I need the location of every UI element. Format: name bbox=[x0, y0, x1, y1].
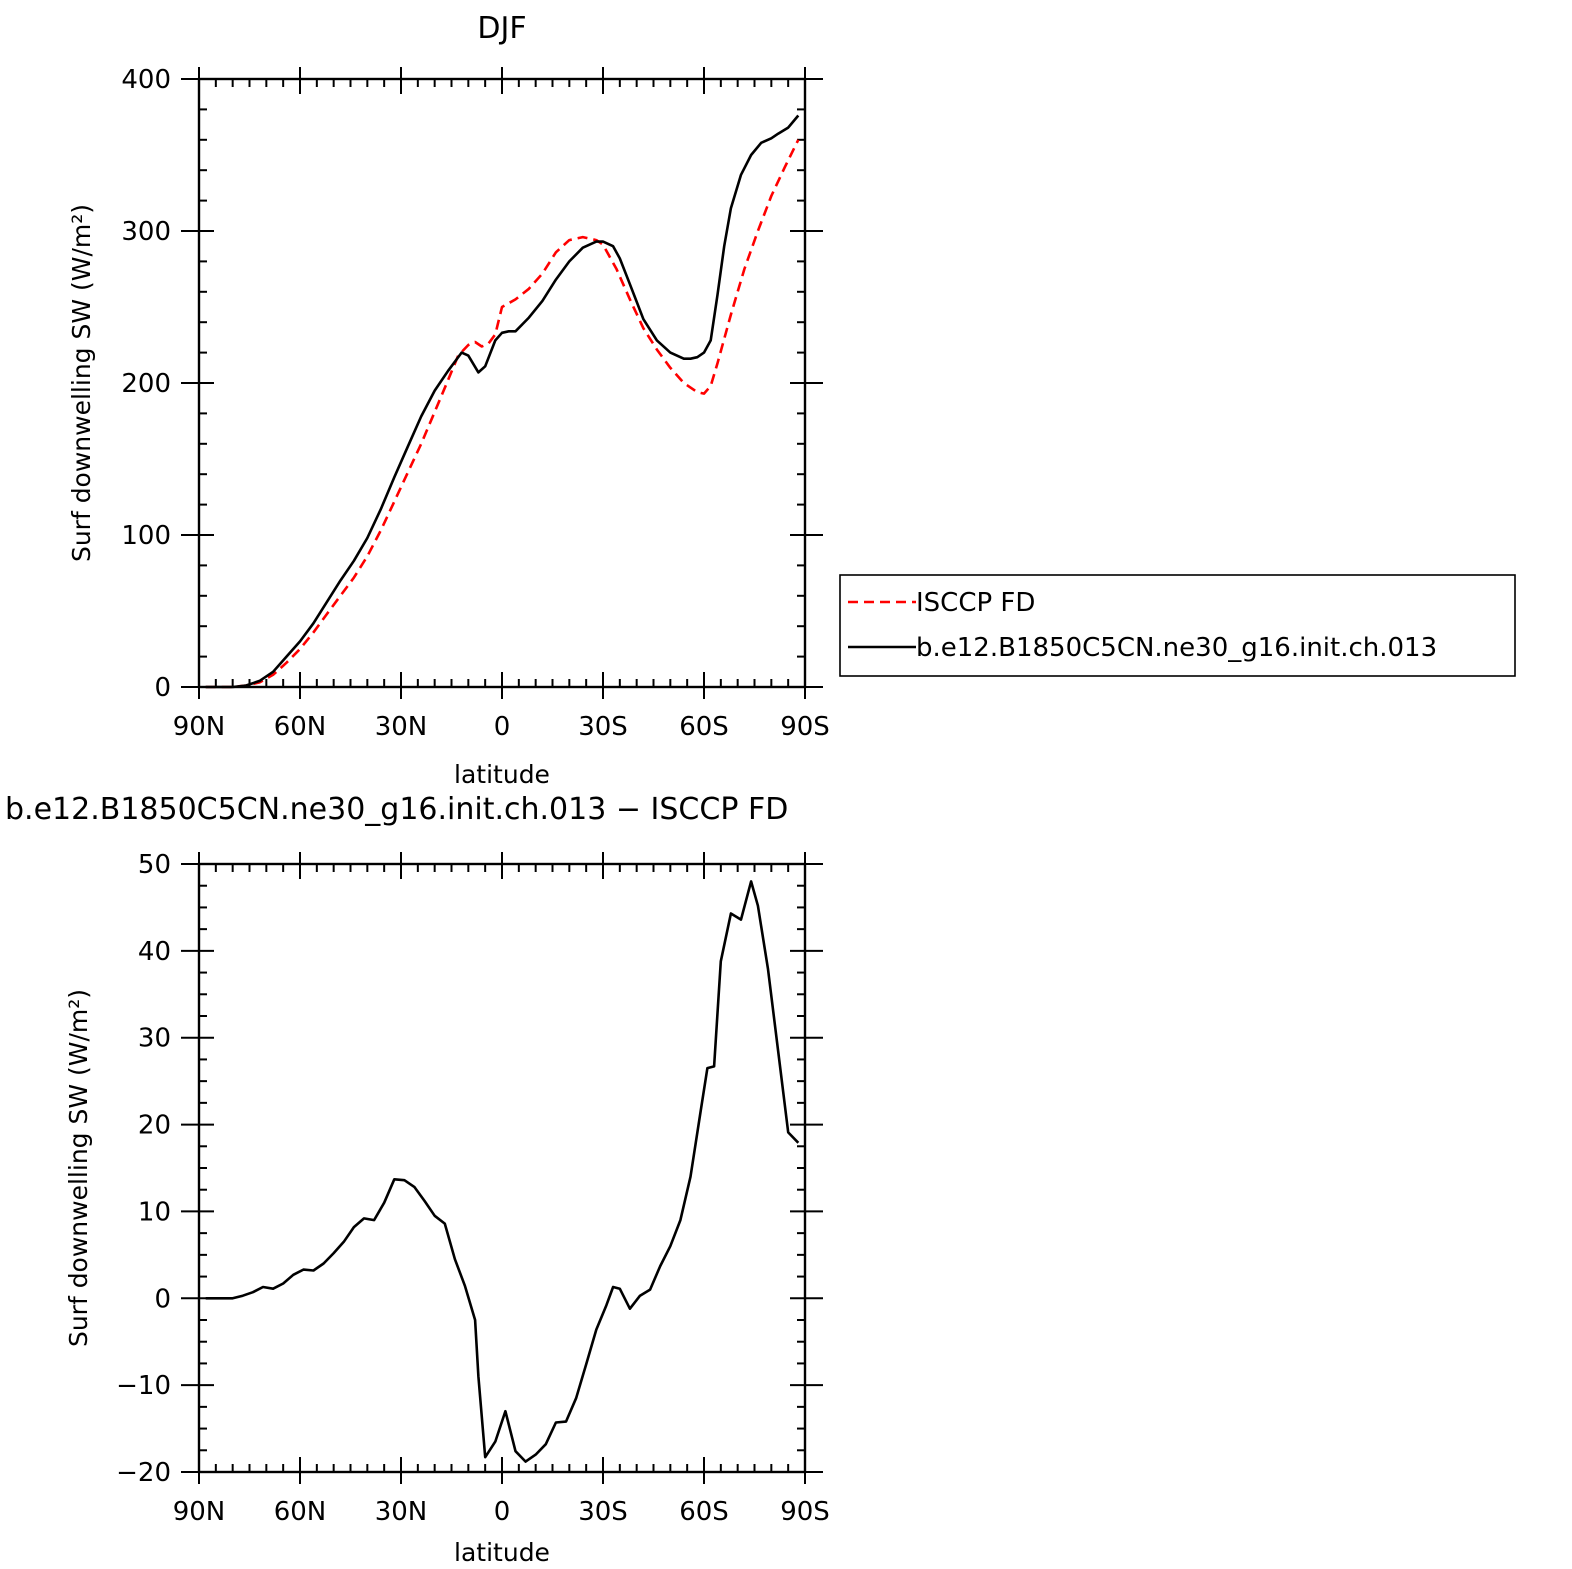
y-tick-label: 30 bbox=[138, 1024, 171, 1054]
x-tick-label: 90N bbox=[173, 1497, 226, 1527]
plot-frame bbox=[197, 862, 807, 1474]
y-tick-label: −10 bbox=[116, 1371, 171, 1401]
x-tick-label: 60S bbox=[679, 712, 729, 742]
y-tick-label: 0 bbox=[154, 1284, 171, 1314]
y-tick-label: 0 bbox=[154, 673, 171, 703]
legend-label-isccp: ISCCP FD bbox=[916, 588, 1035, 618]
series-line-model bbox=[205, 880, 800, 1463]
x-tick-label: 30S bbox=[578, 712, 628, 742]
panel-top-djf: DJF 90N 60N 30N 0 30S 60S 90S 0 100 200 300 400 latit… bbox=[67, 11, 830, 789]
y-tick-label: 10 bbox=[138, 1197, 171, 1227]
x-tick-label: 30N bbox=[375, 712, 428, 742]
x-tick-label: 0 bbox=[494, 712, 511, 742]
y-tick-label: 400 bbox=[121, 65, 171, 95]
x-axis-label: latitude bbox=[454, 1538, 550, 1567]
legend: ISCCP FD b.e12.B1850C5CN.ne30_g16.init.c… bbox=[839, 574, 1516, 677]
legend-label-model: b.e12.B1850C5CN.ne30_g16.init.ch.013 bbox=[916, 633, 1437, 663]
y-tick-label: 100 bbox=[121, 521, 171, 551]
x-tick-label: 90S bbox=[780, 712, 830, 742]
y-tick-label: 300 bbox=[121, 217, 171, 247]
chart-title: b.e12.B1850C5CN.ne30_g16.init.ch.013 − I… bbox=[5, 792, 788, 827]
chart-title: DJF bbox=[477, 11, 526, 46]
x-axis-label: latitude bbox=[454, 760, 550, 789]
x-tick-label: 0 bbox=[494, 1497, 511, 1527]
y-tick-label: 40 bbox=[138, 937, 171, 967]
y-axis-label: Surf downwelling SW (W/m²) bbox=[64, 989, 93, 1347]
y-tick-label: 200 bbox=[121, 369, 171, 399]
y-tick-label: −20 bbox=[116, 1458, 171, 1488]
x-tick-label: 30N bbox=[375, 1497, 428, 1527]
x-tick-label: 60N bbox=[274, 712, 327, 742]
series-line-isccp bbox=[205, 139, 800, 689]
x-tick-label: 90N bbox=[173, 712, 226, 742]
x-tick-label: 60S bbox=[679, 1497, 729, 1527]
plot-frame bbox=[197, 77, 807, 689]
y-tick-label: 50 bbox=[138, 850, 171, 880]
legend-box bbox=[839, 574, 1516, 677]
y-axis-label: Surf downwelling SW (W/m²) bbox=[67, 204, 96, 562]
x-tick-label: 90S bbox=[780, 1497, 830, 1527]
x-tick-label: 30S bbox=[578, 1497, 628, 1527]
x-tick-label: 60N bbox=[274, 1497, 327, 1527]
y-tick-label: 20 bbox=[138, 1111, 171, 1141]
series-line-model bbox=[205, 114, 800, 689]
panel-bottom-difference: b.e12.B1850C5CN.ne30_g16.init.ch.013 − I… bbox=[5, 792, 830, 1567]
